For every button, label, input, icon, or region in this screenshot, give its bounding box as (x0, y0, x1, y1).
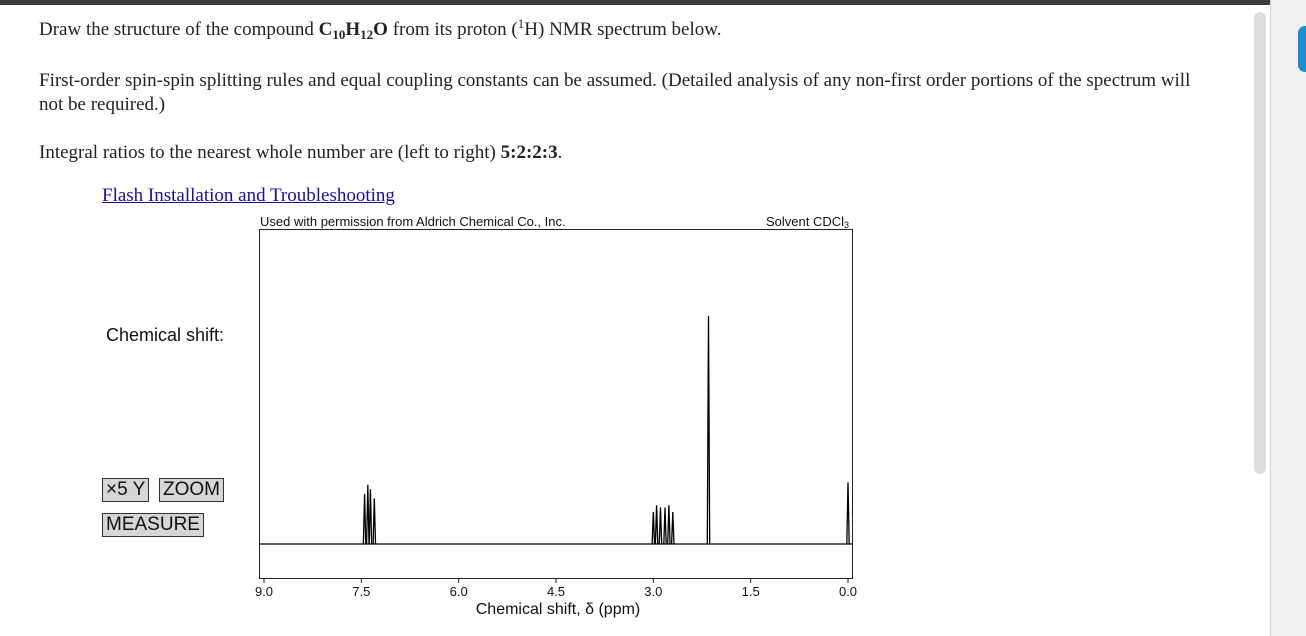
spectrum-peak (670, 512, 675, 545)
measure-button[interactable]: MEASURE (102, 513, 204, 537)
x-tick-label: 9.0 (254, 584, 274, 599)
spectrum-peak (706, 315, 711, 545)
axis-ticks (263, 579, 849, 583)
side-widget-button[interactable] (1298, 26, 1306, 72)
integral-ratio-line: Integral ratios to the nearest whole num… (39, 141, 562, 165)
spectrum-peak (654, 505, 659, 545)
solvent-label: Solvent CDCl3 (766, 214, 850, 230)
x-tick-label: 6.0 (449, 584, 468, 599)
spectrum-peak (368, 489, 373, 545)
question-text-mid: from its proton ( (387, 19, 518, 40)
molecular-formula: C10H12O (318, 19, 388, 42)
instructions-paragraph: First-order spin-spin splitting rules an… (39, 70, 1191, 115)
spectrum-trace (260, 315, 852, 545)
integral-text: Integral ratios to the nearest whole num… (39, 142, 501, 163)
nmr-spectrum-plot[interactable] (259, 229, 853, 579)
spectrum-peak (365, 484, 370, 545)
window-edge (1270, 0, 1306, 636)
solvent-subscript: 3 (844, 220, 850, 230)
spectrum-peak (362, 493, 367, 545)
chemical-shift-label: Chemical shift: (106, 325, 225, 345)
integral-ratio: 5:2:2:3 (500, 142, 558, 163)
spectrum-peak (846, 482, 850, 545)
formula-h: H (345, 19, 361, 40)
spectrum-peak (651, 512, 656, 545)
isotope-superscript: 1 (517, 16, 525, 31)
x5-y-button[interactable]: ×5 Y (102, 478, 150, 502)
isotope-element: H (524, 19, 538, 40)
question-line-1: Draw the structure of the compound C10H1… (39, 16, 722, 42)
top-bar (0, 0, 1270, 5)
x-tick-label: 1.5 (741, 584, 760, 599)
spectrum-peak (663, 507, 667, 545)
question-text-suffix: ) NMR spectrum below. (538, 19, 722, 40)
solvent-text: Solvent CDCl (766, 214, 845, 229)
formula-c-subscript: 10 (332, 27, 346, 42)
x-axis-title: Chemical shift, δ (ppm) (475, 601, 641, 618)
spectrum-peak (372, 498, 377, 545)
scrollbar-thumb[interactable] (1254, 12, 1266, 474)
flash-installation-link[interactable]: Flash Installation and Troubleshooting (102, 185, 395, 206)
x-tick-label: 0.0 (838, 584, 858, 599)
question-text: Draw the structure of the compound (39, 19, 319, 40)
x-tick-label: 3.0 (644, 584, 663, 599)
formula-o: O (373, 19, 388, 40)
formula-h-subscript: 12 (360, 27, 374, 42)
x-tick-label: 7.5 (352, 584, 371, 599)
integral-suffix: . (557, 142, 563, 163)
spectrum-peak (667, 505, 671, 545)
formula-c: C (318, 19, 333, 40)
x-tick-label: 4.5 (546, 584, 566, 599)
zoom-button[interactable]: ZOOM (159, 478, 224, 502)
spectrum-peak (658, 507, 663, 545)
permission-note: Used with permission from Aldrich Chemic… (260, 214, 566, 229)
